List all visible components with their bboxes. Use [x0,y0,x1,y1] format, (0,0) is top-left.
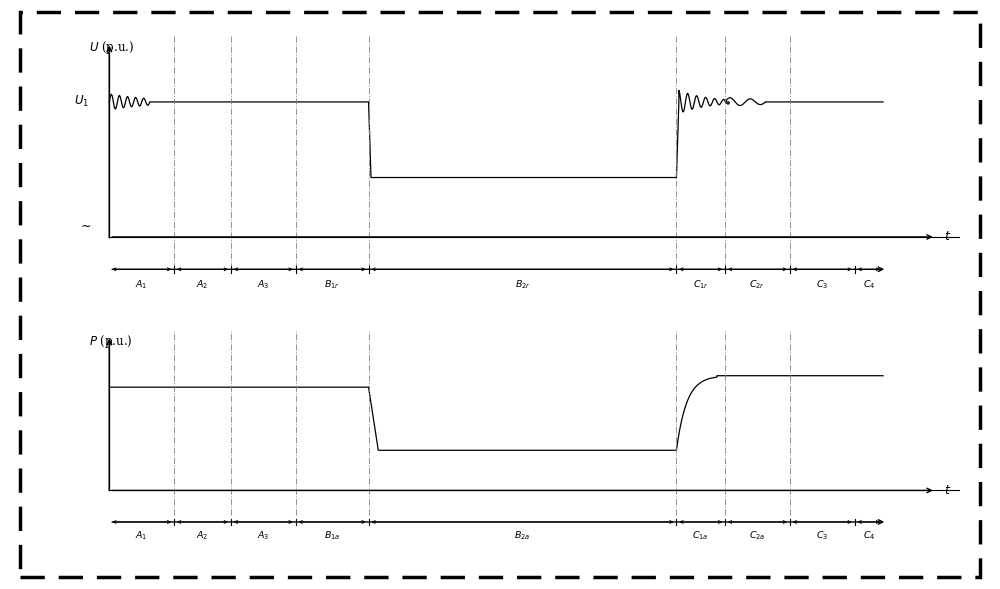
Text: $B_{1r}$: $B_{1r}$ [324,279,340,291]
Text: $C_{2r}$: $C_{2r}$ [749,279,765,291]
Text: $C_3$: $C_3$ [816,529,828,542]
Text: $C_4$: $C_4$ [863,529,875,542]
Text: $B_{2r}$: $B_{2r}$ [515,279,530,291]
Text: $A_1$: $A_1$ [135,279,148,291]
Text: $A_2$: $A_2$ [196,279,209,291]
Text: $C_{1r}$: $C_{1r}$ [693,279,709,291]
Text: $t$: $t$ [944,230,951,243]
Text: $C_{2a}$: $C_{2a}$ [749,529,766,542]
Text: $C_3$: $C_3$ [816,279,828,291]
Text: $A_3$: $A_3$ [257,279,270,291]
Text: $C_4$: $C_4$ [863,279,875,291]
Text: $U$ (p.u.): $U$ (p.u.) [89,39,134,56]
Text: $t$: $t$ [944,484,951,497]
Text: $B_{1a}$: $B_{1a}$ [324,529,340,542]
Text: $A_3$: $A_3$ [257,529,270,542]
Text: $\sim$: $\sim$ [78,219,91,231]
Text: $A_2$: $A_2$ [196,529,209,542]
Text: $B_{2a}$: $B_{2a}$ [514,529,531,542]
Text: $A_1$: $A_1$ [135,529,148,542]
Text: $C_{1a}$: $C_{1a}$ [692,529,709,542]
Text: $P$ (p.u.): $P$ (p.u.) [89,333,133,350]
Text: $U_1$: $U_1$ [74,94,89,110]
